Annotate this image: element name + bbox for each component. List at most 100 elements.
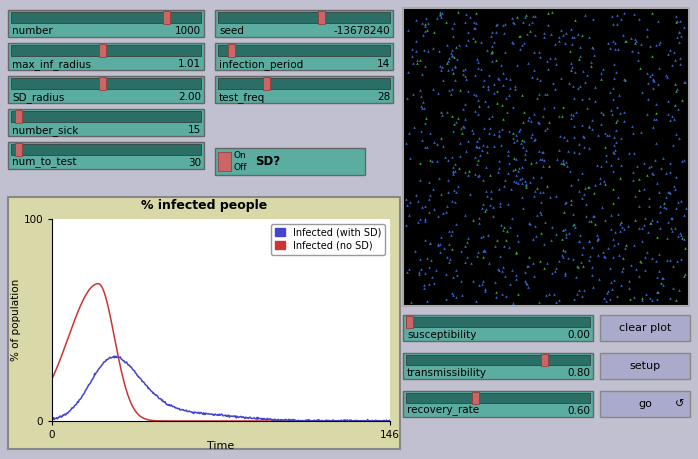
Point	[635, 258, 646, 266]
Point	[415, 265, 426, 273]
Point	[443, 176, 454, 184]
Point	[572, 290, 583, 297]
FancyBboxPatch shape	[98, 44, 105, 57]
Point	[584, 34, 595, 41]
Point	[667, 214, 678, 221]
Point	[517, 174, 528, 182]
Point	[593, 235, 604, 242]
Point	[544, 54, 556, 61]
FancyBboxPatch shape	[600, 391, 690, 417]
Point	[477, 248, 488, 255]
Point	[554, 112, 565, 119]
Point	[413, 268, 424, 275]
Point	[596, 108, 607, 116]
Point	[608, 20, 619, 28]
Point	[577, 32, 588, 39]
Point	[667, 141, 678, 148]
FancyBboxPatch shape	[600, 353, 690, 379]
Y-axis label: % of population: % of population	[10, 279, 20, 361]
Point	[539, 126, 550, 133]
Point	[477, 200, 488, 207]
Point	[542, 90, 553, 98]
Point	[524, 21, 535, 28]
Point	[559, 247, 570, 255]
Point	[498, 30, 510, 37]
Text: SD_radius: SD_radius	[12, 92, 64, 102]
Point	[402, 269, 413, 276]
Point	[477, 83, 489, 90]
Point	[565, 196, 577, 203]
Point	[402, 95, 413, 102]
Point	[473, 214, 484, 222]
Point	[572, 30, 584, 38]
Point	[673, 38, 684, 45]
Point	[565, 59, 577, 66]
Point	[675, 197, 686, 204]
Point	[480, 287, 491, 295]
Text: seed: seed	[219, 26, 244, 36]
Point	[652, 288, 663, 296]
Point	[586, 62, 597, 70]
Point	[427, 45, 438, 52]
Point	[577, 250, 588, 257]
Point	[424, 156, 436, 163]
Point	[442, 41, 453, 49]
Point	[520, 181, 531, 188]
Point	[408, 123, 419, 131]
Point	[630, 37, 641, 45]
Point	[630, 216, 641, 224]
Point	[521, 280, 533, 287]
Point	[653, 188, 664, 196]
Point	[604, 89, 615, 96]
Point	[496, 125, 507, 133]
Point	[604, 45, 616, 52]
Point	[653, 250, 664, 257]
Point	[505, 75, 516, 82]
Point	[663, 188, 674, 195]
Point	[514, 33, 525, 40]
Point	[447, 25, 458, 32]
Point	[579, 11, 591, 19]
Point	[512, 14, 523, 21]
Point	[539, 90, 550, 98]
Point	[413, 197, 424, 204]
Point	[648, 124, 659, 131]
Point	[482, 102, 493, 109]
Point	[567, 111, 579, 118]
Point	[403, 130, 415, 137]
Point	[592, 131, 603, 138]
Point	[466, 126, 477, 134]
Point	[417, 99, 429, 106]
Point	[569, 295, 580, 302]
Point	[600, 143, 611, 150]
Text: number: number	[12, 26, 53, 36]
Point	[597, 249, 609, 256]
Point	[668, 263, 679, 270]
Text: 0.60: 0.60	[567, 406, 590, 416]
Point	[463, 28, 474, 35]
Point	[531, 95, 542, 102]
Point	[531, 211, 542, 218]
Point	[597, 65, 608, 72]
Point	[446, 227, 457, 235]
Text: Off: Off	[233, 163, 246, 172]
Point	[502, 109, 513, 116]
Point	[677, 157, 688, 164]
Point	[529, 31, 540, 39]
Point	[436, 13, 447, 20]
Point	[653, 267, 664, 274]
Point	[599, 252, 610, 260]
Point	[654, 224, 665, 232]
Point	[662, 111, 674, 118]
Point	[539, 29, 550, 37]
Point	[588, 212, 599, 219]
Point	[425, 192, 436, 199]
Point	[482, 231, 493, 239]
FancyBboxPatch shape	[8, 109, 204, 136]
Point	[534, 53, 545, 60]
Point	[635, 129, 646, 136]
Point	[514, 175, 526, 183]
Point	[496, 221, 507, 229]
Point	[407, 45, 418, 53]
FancyBboxPatch shape	[215, 10, 393, 37]
